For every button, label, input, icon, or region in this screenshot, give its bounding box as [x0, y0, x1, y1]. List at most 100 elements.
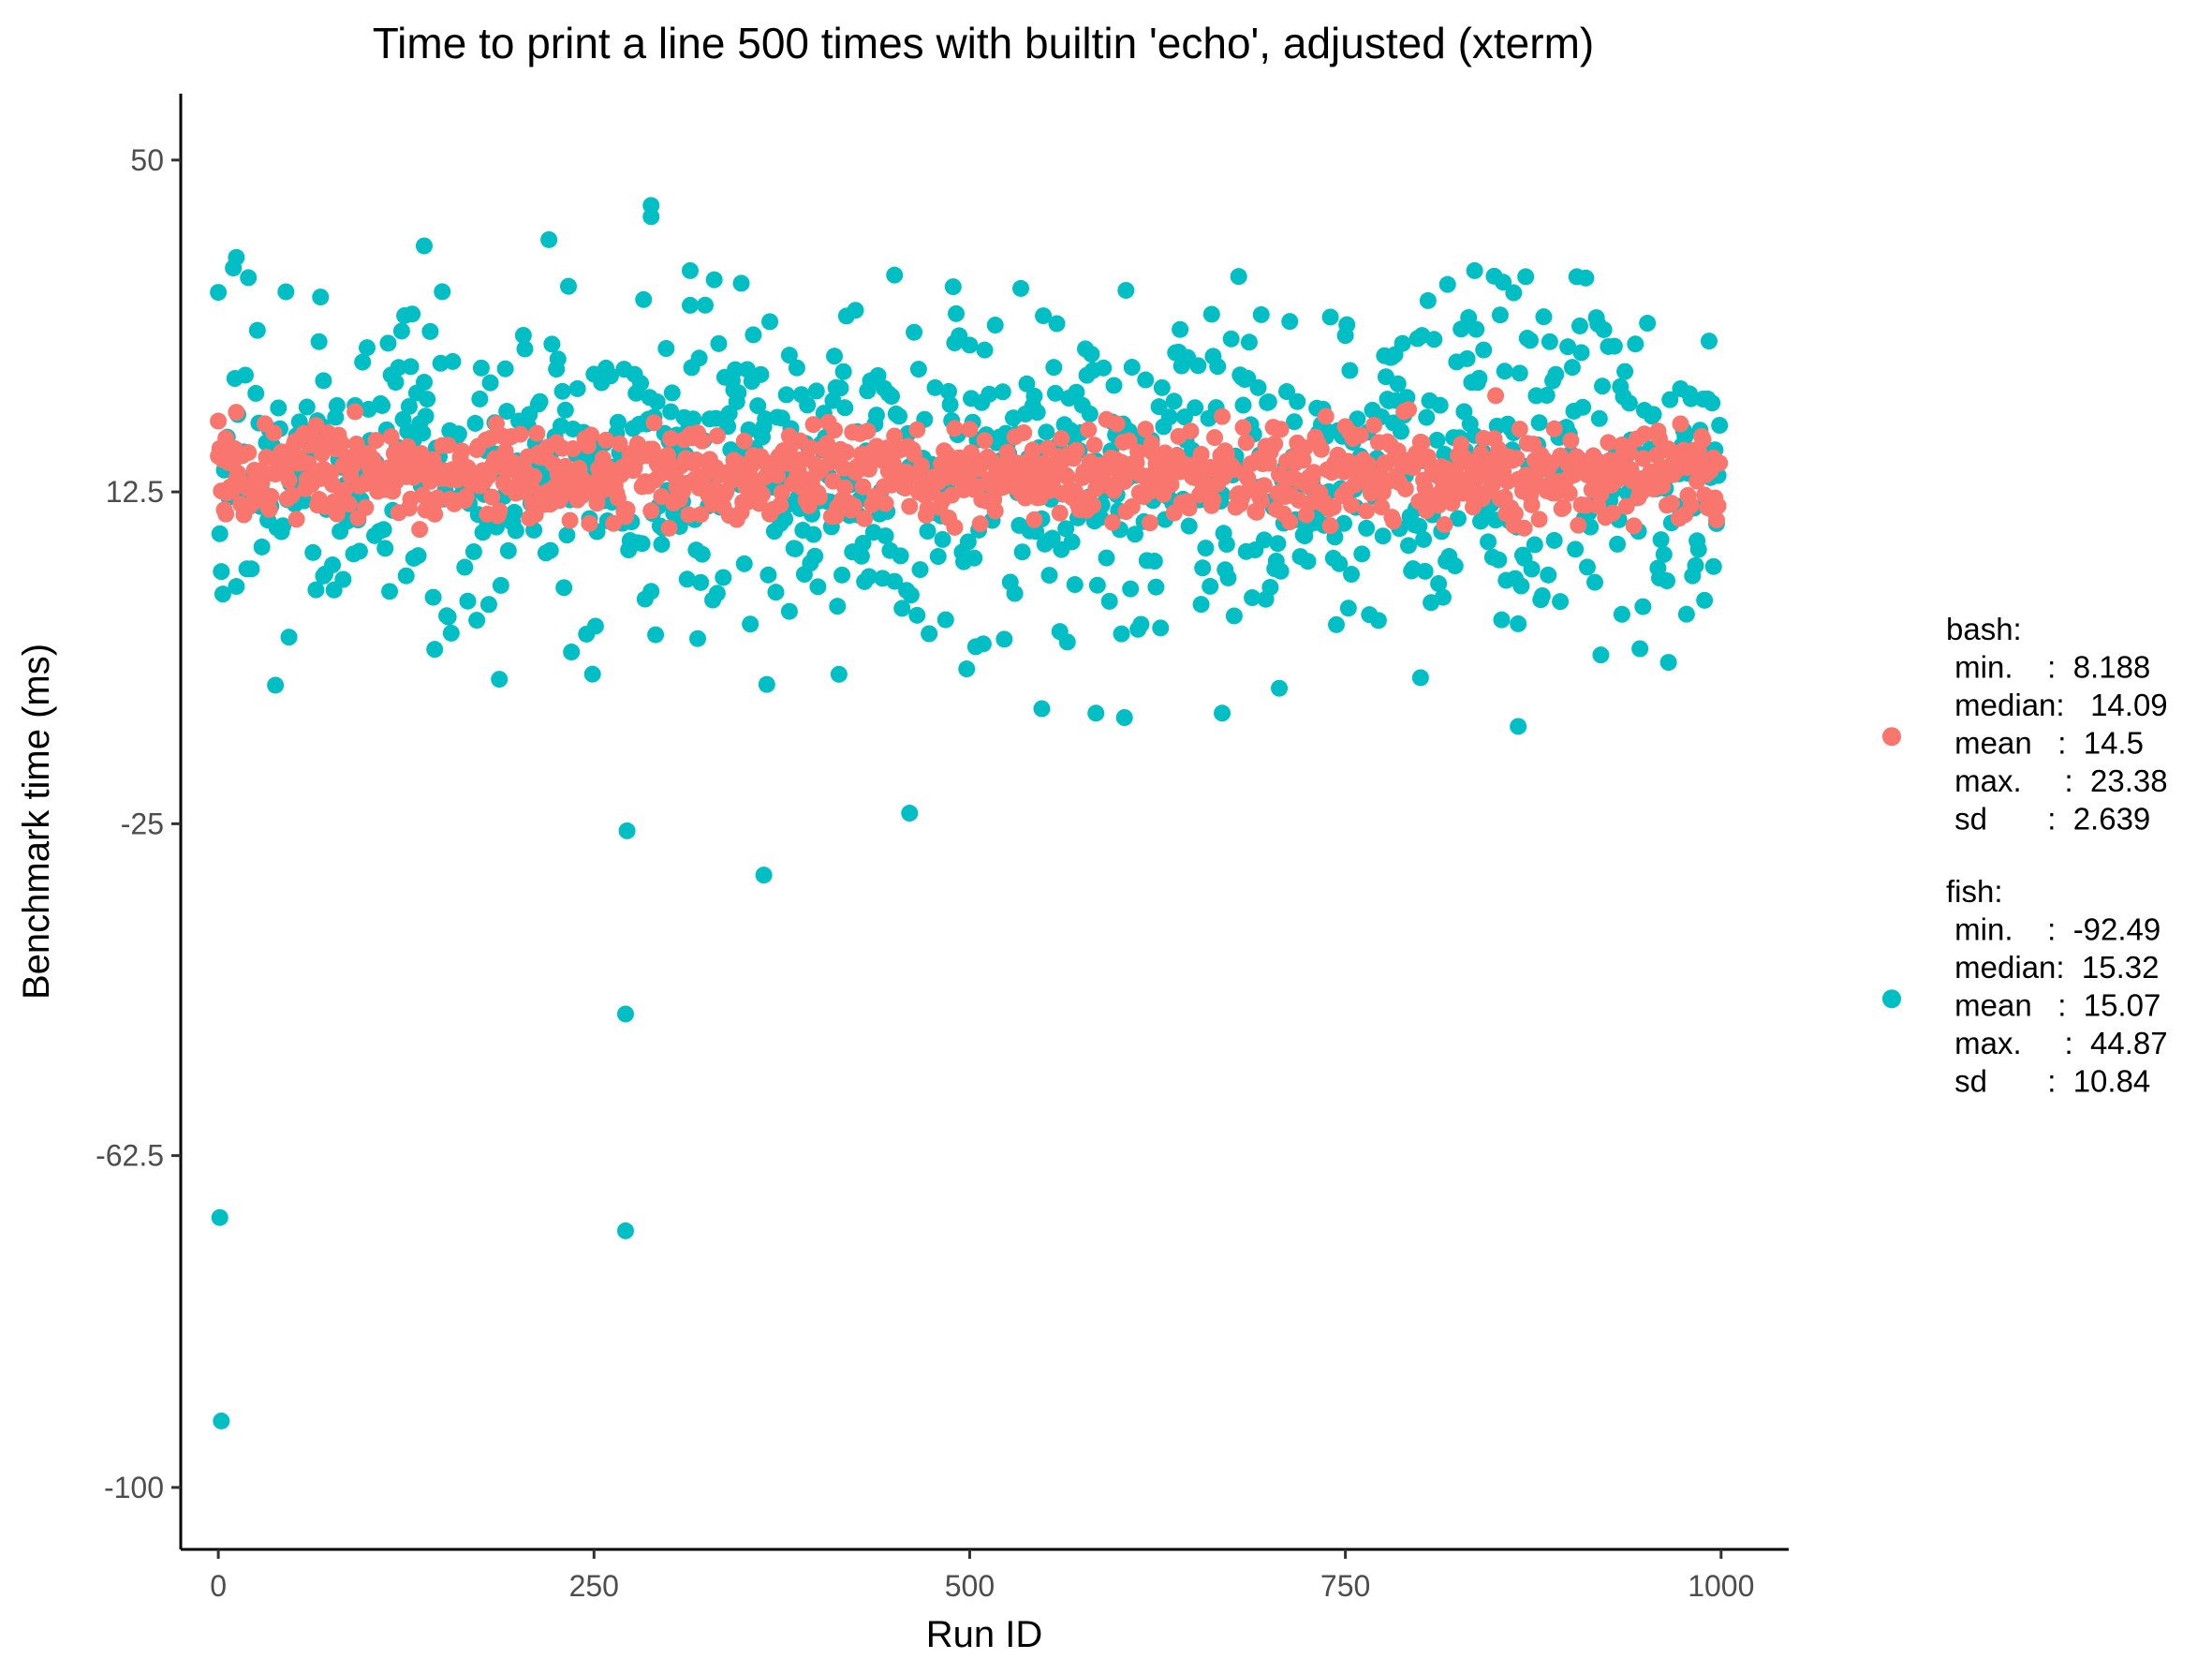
point-fish — [1700, 333, 1718, 350]
point-fish — [563, 644, 581, 661]
point-fish — [934, 530, 951, 548]
point-bash — [1294, 452, 1312, 469]
point-bash — [1252, 493, 1270, 511]
point-fish — [902, 586, 920, 604]
point-fish — [1260, 393, 1277, 411]
point-fish — [274, 517, 292, 535]
point-bash — [901, 497, 919, 515]
point-fish — [404, 305, 421, 323]
point-fish — [854, 534, 872, 552]
point-fish — [1634, 598, 1652, 615]
point-fish — [681, 296, 699, 314]
point-fish — [553, 382, 571, 400]
point-bash — [1296, 439, 1314, 457]
point-fish — [402, 358, 420, 376]
point-bash — [240, 444, 258, 462]
point-fish — [601, 367, 619, 385]
point-fish — [1538, 387, 1556, 405]
point-bash — [411, 521, 429, 539]
point-bash — [1266, 435, 1284, 452]
point-fish — [1038, 423, 1055, 441]
point-bash — [1620, 444, 1638, 462]
point-fish — [421, 322, 439, 340]
point-bash — [692, 506, 710, 524]
point-bash — [1120, 432, 1138, 450]
point-bash — [976, 432, 994, 450]
y-ticks: 50 12.5 -25 -62.5 -100 — [96, 143, 181, 1504]
point-fish — [499, 541, 517, 559]
point-bash — [487, 415, 505, 433]
point-fish — [424, 588, 442, 606]
point-fish — [1470, 369, 1488, 387]
point-fish — [1400, 537, 1418, 555]
point-fish — [1202, 577, 1219, 595]
point-fish — [926, 378, 944, 396]
point-bash — [511, 425, 529, 443]
point-fish — [1289, 393, 1306, 410]
point-bash — [1358, 502, 1376, 520]
point-fish — [936, 611, 954, 629]
point-bash — [1234, 419, 1252, 437]
point-fish — [1644, 406, 1662, 423]
point-fish — [1045, 359, 1063, 377]
point-fish — [727, 361, 745, 378]
point-fish — [1214, 704, 1231, 722]
point-bash — [1180, 499, 1198, 517]
point-fish — [1013, 543, 1031, 561]
point-fish — [657, 340, 675, 358]
point-bash — [1237, 434, 1255, 452]
point-fish — [555, 579, 573, 597]
point-fish — [381, 583, 399, 600]
point-fish — [648, 393, 666, 410]
point-fish — [1467, 320, 1485, 338]
point-fish — [1088, 576, 1106, 594]
point-fish — [1194, 559, 1212, 577]
point-fish — [507, 522, 524, 540]
point-bash — [561, 511, 579, 529]
point-fish — [496, 360, 514, 378]
point-bash — [1103, 513, 1121, 531]
point-fish — [568, 379, 586, 397]
point-fish — [860, 568, 877, 585]
point-bash — [1577, 496, 1595, 514]
point-fish — [549, 350, 567, 368]
point-fish — [710, 334, 728, 352]
point-fish — [1389, 375, 1407, 393]
point-bash — [856, 510, 874, 527]
point-fish — [213, 1412, 230, 1429]
point-fish — [1281, 313, 1299, 331]
point-fish — [516, 340, 534, 358]
point-fish — [832, 379, 849, 397]
point-fish — [1272, 562, 1290, 580]
point-bash — [845, 497, 863, 515]
point-fish — [809, 578, 827, 596]
point-fish — [1209, 358, 1227, 376]
point-fish — [541, 541, 559, 559]
point-bash — [1523, 496, 1541, 513]
point-bash — [457, 487, 475, 505]
point-fish — [1517, 268, 1535, 286]
point-bash — [642, 502, 660, 520]
point-fish — [663, 384, 681, 402]
point-fish — [807, 382, 825, 400]
point-bash — [288, 511, 305, 528]
point-fish — [653, 536, 671, 554]
point-bash — [1137, 421, 1155, 438]
point-fish — [911, 561, 929, 579]
point-fish — [298, 398, 316, 416]
point-fish — [1577, 269, 1595, 287]
point-fish — [312, 289, 330, 306]
point-bash — [886, 427, 904, 445]
point-bash — [528, 424, 546, 442]
point-fish — [481, 374, 499, 392]
point-fish — [693, 545, 711, 563]
point-fish — [1446, 557, 1464, 575]
point-fish — [1339, 600, 1357, 617]
point-fish — [1025, 387, 1043, 405]
point-fish — [1571, 317, 1588, 334]
point-fish — [906, 323, 923, 341]
point-fish — [392, 322, 410, 340]
point-fish — [1230, 268, 1247, 286]
point-bash — [1662, 495, 1680, 512]
point-bash — [860, 460, 877, 478]
